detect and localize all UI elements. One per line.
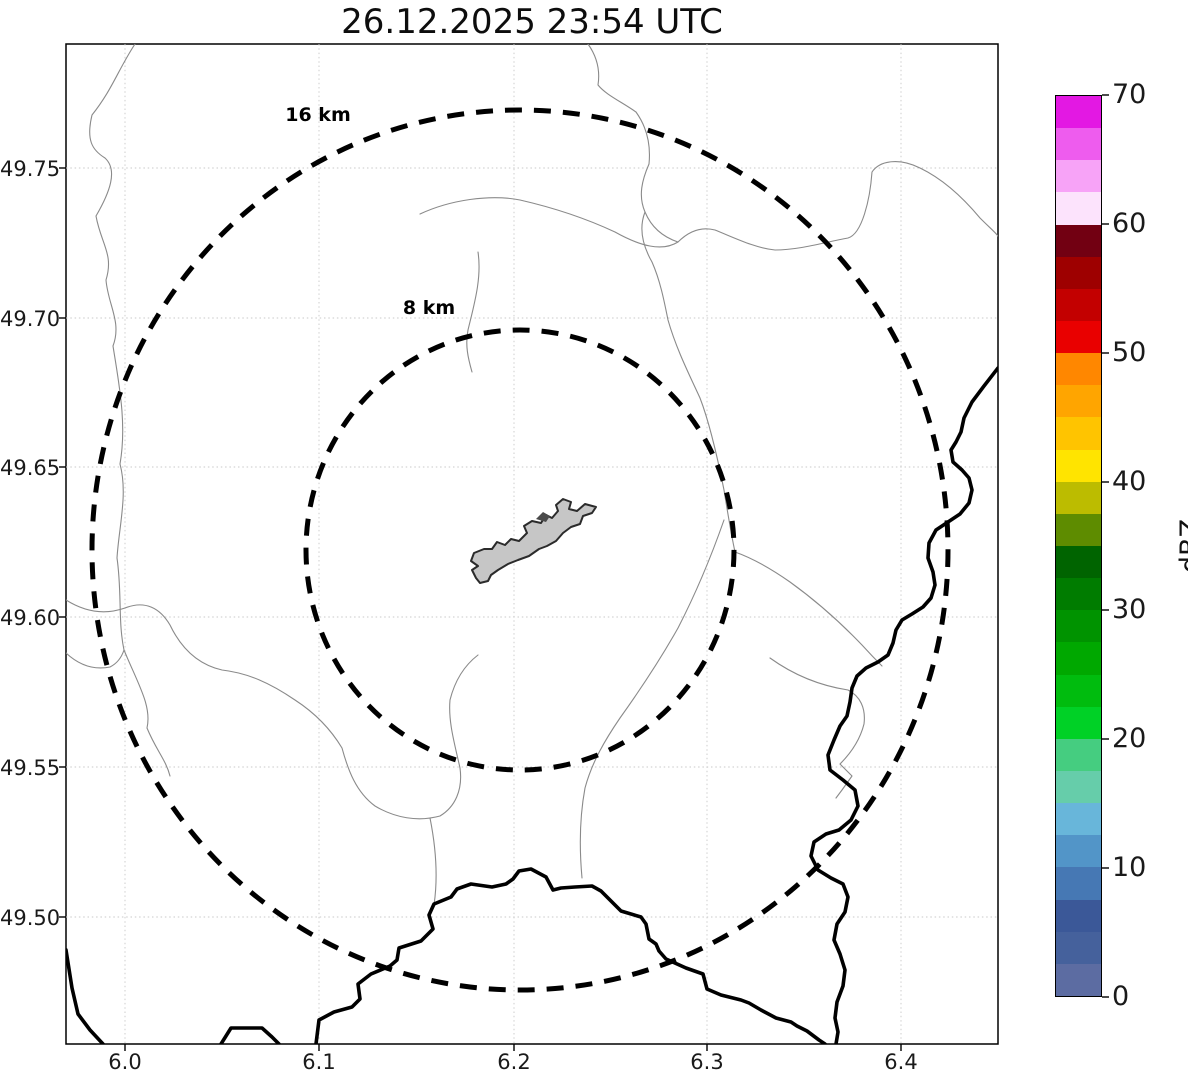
admin-boundary-path <box>641 211 736 553</box>
y-axis-tick-label: 49.75 <box>0 157 61 181</box>
colorbar-tick-label: 30 <box>1112 594 1147 625</box>
colorbar-band <box>1056 610 1101 643</box>
admin-boundary-path <box>89 44 171 777</box>
colorbar-band <box>1056 867 1101 900</box>
country-border-path <box>219 1026 281 1044</box>
y-axis-tick-label: 49.70 <box>0 307 61 331</box>
colorbar-band <box>1056 835 1101 868</box>
city-detail-mark <box>536 512 550 522</box>
colorbar-tick-label: 70 <box>1112 79 1147 110</box>
colorbar-band <box>1056 931 1101 964</box>
country-border-path <box>314 867 827 1044</box>
country-borders <box>66 366 998 1044</box>
range-ring-8km <box>303 327 737 773</box>
colorbar-band <box>1056 963 1101 996</box>
y-axis-tick-label: 49.50 <box>0 906 61 930</box>
colorbar-bands <box>1055 95 1102 997</box>
colorbar-band <box>1056 706 1101 739</box>
colorbar-band <box>1056 513 1101 546</box>
colorbar-band <box>1056 899 1101 932</box>
admin-boundary-path <box>734 551 883 667</box>
colorbar-band <box>1056 128 1101 161</box>
colorbar-band <box>1056 256 1101 289</box>
country-border-path <box>809 366 998 1044</box>
y-axis-tick-label: 49.60 <box>0 606 61 630</box>
colorbar-tick-label: 40 <box>1112 466 1147 497</box>
colorbar-band <box>1056 192 1101 225</box>
colorbar-tick-label: 50 <box>1112 337 1147 368</box>
admin-boundary-path <box>429 817 437 906</box>
colorbar-tick-label: 10 <box>1112 852 1147 883</box>
range-rings <box>89 107 951 993</box>
colorbar-band <box>1056 417 1101 450</box>
colorbar-band <box>1056 481 1101 514</box>
colorbar-band <box>1056 770 1101 804</box>
axis-tick-marks <box>59 167 902 1051</box>
admin-boundaries <box>66 44 998 906</box>
colorbar-band <box>1056 353 1101 386</box>
admin-boundary-path <box>466 251 480 373</box>
grid-lines <box>66 44 998 1044</box>
admin-boundary-path <box>769 657 865 799</box>
colorbar-band <box>1056 288 1101 321</box>
admin-boundary-path <box>66 599 479 820</box>
admin-boundary-path <box>587 44 679 243</box>
colorbar-tick-label: 60 <box>1112 208 1147 239</box>
x-axis-tick-label: 6.3 <box>690 1050 724 1074</box>
x-axis-tick-label: 6.0 <box>108 1050 142 1074</box>
admin-boundary-path <box>66 649 125 669</box>
colorbar-tick-label: 20 <box>1112 723 1147 754</box>
colorbar-band <box>1056 96 1101 129</box>
colorbar-band <box>1056 642 1101 675</box>
admin-boundary-path <box>419 161 998 251</box>
colorbar-band <box>1056 674 1101 707</box>
x-axis-tick-label: 6.2 <box>497 1050 531 1074</box>
colorbar-band <box>1056 385 1101 418</box>
city-boundary-polygon <box>470 498 597 584</box>
admin-boundary-path <box>579 519 725 879</box>
colorbar-axis-label: dBZ <box>1174 518 1188 574</box>
plot-title: 26.12.2025 23:54 UTC <box>341 2 723 42</box>
colorbar-band <box>1056 449 1101 482</box>
y-axis-tick-label: 49.55 <box>0 756 61 780</box>
colorbar-band <box>1056 224 1101 257</box>
range-ring-8km-label: 8 km <box>402 297 456 319</box>
country-border-path <box>66 948 105 1044</box>
colorbar-tick-label: 0 <box>1112 981 1130 1012</box>
colorbar-band <box>1056 738 1101 771</box>
colorbar-band <box>1056 578 1101 611</box>
colorbar-band <box>1056 160 1101 193</box>
x-axis-tick-label: 6.1 <box>302 1050 336 1074</box>
range-ring-16km <box>89 107 951 993</box>
colorbar-band <box>1056 545 1101 579</box>
colorbar-band <box>1056 320 1101 354</box>
y-axis-tick-label: 49.65 <box>0 456 61 480</box>
colorbar-tick-marks <box>1102 94 1109 998</box>
colorbar-band <box>1056 803 1101 836</box>
range-ring-16km-label: 16 km <box>285 104 351 126</box>
x-axis-tick-label: 6.4 <box>884 1050 918 1074</box>
